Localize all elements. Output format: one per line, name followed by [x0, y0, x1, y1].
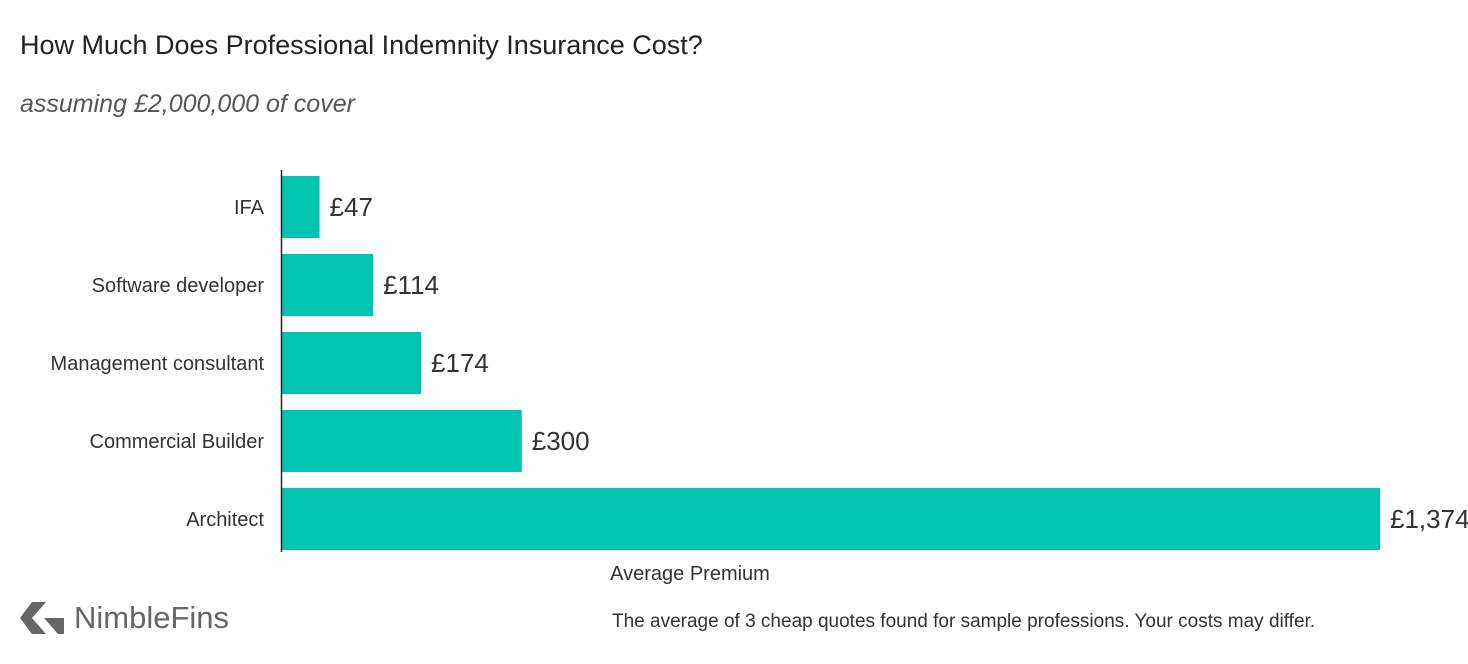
category-label: Management consultant — [51, 353, 265, 375]
x-axis-label: Average Premium — [610, 563, 770, 585]
bar-chart: IFA £47 Software developer £114 Management c… — [51, 170, 1468, 585]
bar — [282, 176, 320, 238]
value-label: £47 — [330, 192, 373, 222]
brand-name: NimbleFins — [74, 600, 230, 635]
category-label: Architect — [186, 509, 264, 531]
brand: NimbleFins — [20, 596, 229, 640]
value-label: £114 — [383, 270, 439, 300]
bar — [282, 488, 1380, 550]
value-label: £174 — [431, 348, 489, 378]
bar — [282, 254, 374, 316]
chart-title: How Much Does Professional Indemnity Ins… — [20, 30, 703, 60]
bars-layer: IFA £47 Software developer £114 Management c… — [51, 176, 1468, 550]
value-label: £300 — [532, 426, 590, 456]
nimblefins-chevron-logo-icon — [20, 602, 64, 634]
bar — [282, 410, 522, 472]
category-label: IFA — [234, 197, 265, 219]
chart-subtitle: assuming £2,000,000 of cover — [20, 90, 355, 118]
bar — [282, 332, 422, 394]
value-label: £1,374 — [1390, 504, 1468, 534]
category-label: Commercial Builder — [90, 431, 265, 453]
category-label: Software developer — [92, 275, 265, 297]
footnote: The average of 3 cheap quotes found for … — [612, 611, 1316, 632]
